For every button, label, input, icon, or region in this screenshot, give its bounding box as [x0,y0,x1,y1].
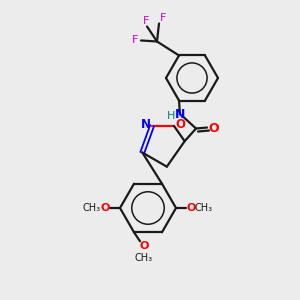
Text: O: O [100,203,110,213]
Text: N: N [141,118,151,131]
Text: F: F [132,35,138,46]
Text: CH₃: CH₃ [135,253,153,263]
Text: O: O [186,203,196,213]
Text: O: O [139,241,149,251]
Text: F: F [160,14,166,23]
Text: F: F [143,16,149,26]
Text: CH₃: CH₃ [195,203,213,213]
Text: N: N [175,108,185,121]
Text: CH₃: CH₃ [83,203,101,213]
Text: O: O [175,118,185,131]
Text: O: O [209,122,219,135]
Text: H: H [167,110,175,121]
